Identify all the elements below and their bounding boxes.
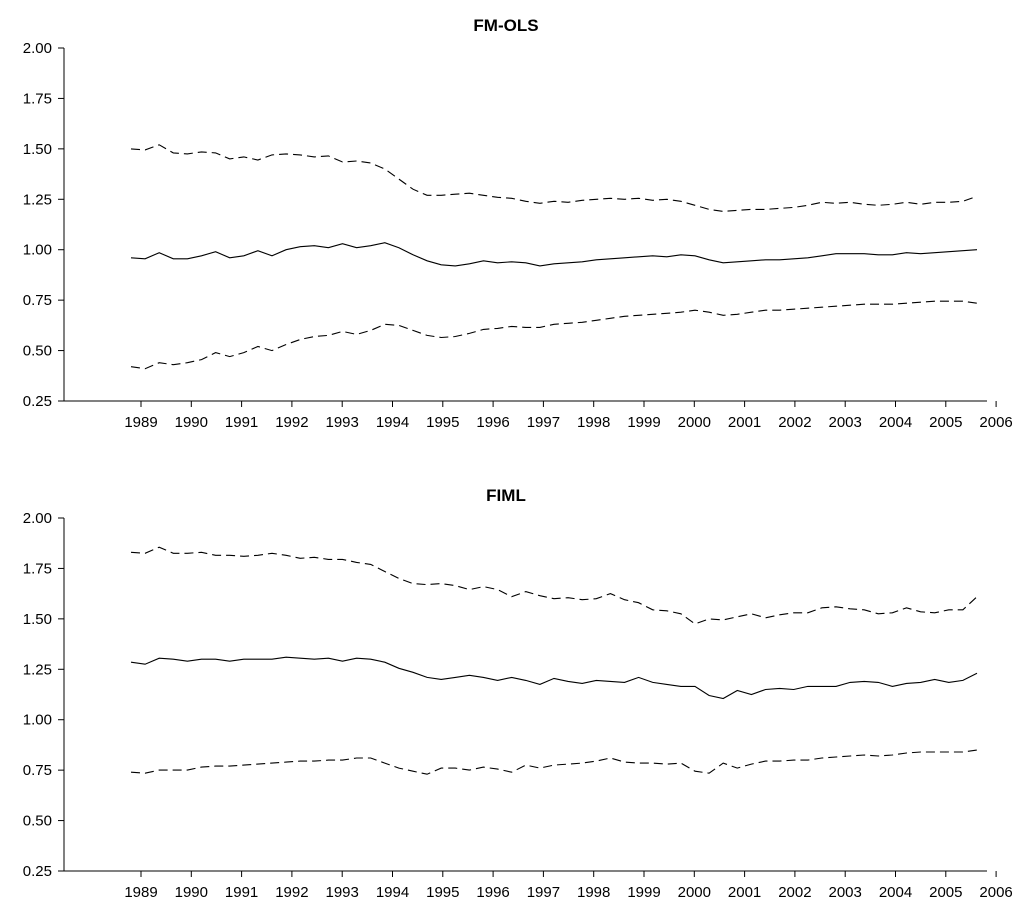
y-tick-label: 1.75	[23, 90, 52, 107]
x-tick-label: 1989	[124, 884, 157, 901]
x-tick-label: 1996	[476, 414, 509, 431]
lower-band-line	[130, 300, 978, 370]
x-tick-label: 1991	[225, 884, 258, 901]
y-axis-ticks: 0.25 0.50 0.75 1.00 1.25 1.50 1.75 2.00	[23, 510, 64, 880]
x-tick-label: 2002	[778, 414, 811, 431]
y-tick-label: 0.75	[23, 762, 52, 779]
x-tick-label: 1989	[124, 414, 157, 431]
upper-band-line	[130, 546, 978, 625]
x-tick-label: 2004	[879, 884, 912, 901]
x-tick-label: 1993	[326, 884, 359, 901]
x-tick-label: 2001	[728, 414, 761, 431]
x-tick-label: 1992	[275, 884, 308, 901]
lower-band-line	[130, 749, 978, 775]
x-tick-label: 1990	[175, 414, 208, 431]
x-tick-label: 1998	[577, 884, 610, 901]
y-tick-label: 1.75	[23, 560, 52, 577]
x-tick-label: 2006	[979, 884, 1012, 901]
y-tick-label: 1.25	[23, 661, 52, 678]
x-tick-label: 1999	[627, 414, 660, 431]
x-axis-ticks: 1989 1990 1991 1992 1993 1994 1995 1996 1997 1998…	[124, 871, 1013, 901]
y-tick-label: 1.00	[23, 242, 52, 259]
x-tick-label: 1994	[376, 884, 409, 901]
y-tick-label: 0.25	[23, 863, 52, 880]
y-tick-label: 2.00	[23, 510, 52, 527]
series-group	[130, 144, 978, 370]
y-tick-label: 0.25	[23, 393, 52, 410]
chart-title: FIML	[486, 486, 526, 505]
x-tick-label: 2003	[829, 884, 862, 901]
y-tick-label: 1.50	[23, 611, 52, 628]
x-tick-label: 1992	[275, 414, 308, 431]
y-tick-label: 1.50	[23, 141, 52, 158]
y-axis-ticks: 0.25 0.50 0.75 1.00 1.25 1.50 1.75 2.00	[23, 40, 64, 410]
x-tick-label: 1991	[225, 414, 258, 431]
x-tick-label: 2005	[929, 884, 962, 901]
x-tick-label: 2003	[829, 414, 862, 431]
y-tick-label: 0.75	[23, 292, 52, 309]
x-tick-label: 2004	[879, 414, 912, 431]
x-tick-label: 1995	[426, 884, 459, 901]
x-tick-label: 2005	[929, 414, 962, 431]
x-tick-label: 1990	[175, 884, 208, 901]
series-group	[130, 546, 978, 775]
x-tick-label: 2002	[778, 884, 811, 901]
y-tick-label: 0.50	[23, 343, 52, 360]
upper-band-line	[130, 144, 978, 212]
x-tick-label: 1993	[326, 414, 359, 431]
x-tick-label: 1994	[376, 414, 409, 431]
y-tick-label: 0.50	[23, 813, 52, 830]
x-tick-label: 2006	[979, 414, 1012, 431]
x-tick-label: 1999	[627, 884, 660, 901]
x-tick-label: 1995	[426, 414, 459, 431]
chart-title: FM-OLS	[473, 16, 538, 35]
estimate-line	[130, 656, 978, 700]
x-tick-label: 1998	[577, 414, 610, 431]
x-tick-label: 2001	[728, 884, 761, 901]
x-tick-label: 2000	[678, 414, 711, 431]
x-tick-label: 1996	[476, 884, 509, 901]
estimate-line	[130, 242, 978, 267]
x-tick-label: 2000	[678, 884, 711, 901]
y-tick-label: 2.00	[23, 40, 52, 57]
x-tick-label: 1997	[527, 884, 560, 901]
fm-ols-chart-panel: FM-OLS 0.250.500.751.001.251.501.752.00 …	[23, 16, 1013, 431]
fiml-chart-panel: FIML 0.25 0.50 0.75 1.00 1.25 1.50 1.75 2.00 19…	[23, 486, 1013, 901]
x-axis-ticks: 1989 1990 1991 1992 1993 1994 1995 1996 1997 1998…	[124, 401, 1013, 431]
x-tick-label: 1997	[527, 414, 560, 431]
y-tick-label: 1.00	[23, 712, 52, 729]
y-tick-label: 1.25	[23, 191, 52, 208]
